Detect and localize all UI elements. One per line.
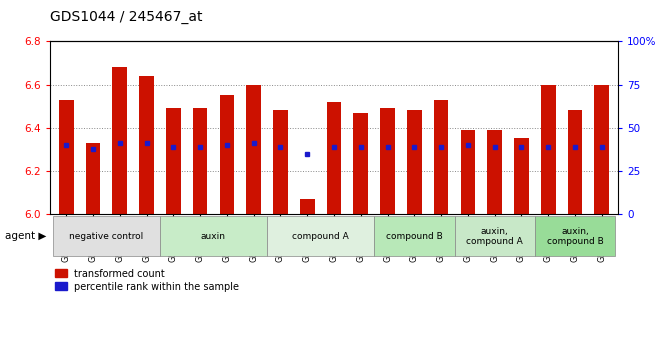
Bar — [488, 130, 502, 214]
Bar — [434, 100, 448, 214]
Bar — [160, 216, 267, 256]
Bar — [568, 110, 582, 214]
Bar — [220, 95, 234, 214]
Bar — [460, 130, 475, 214]
Bar — [300, 199, 315, 214]
Text: agent ▶: agent ▶ — [5, 231, 47, 241]
Text: GDS1044 / 245467_at: GDS1044 / 245467_at — [50, 10, 202, 24]
Bar — [53, 216, 160, 256]
Bar — [59, 100, 73, 214]
Text: auxin,
compound B: auxin, compound B — [546, 227, 603, 246]
Bar — [86, 143, 100, 214]
Bar — [139, 76, 154, 214]
Bar — [193, 108, 208, 214]
Bar — [535, 216, 615, 256]
Bar — [327, 102, 341, 214]
Bar — [454, 216, 535, 256]
Bar — [166, 108, 180, 214]
Bar — [595, 85, 609, 214]
Bar — [541, 85, 556, 214]
Text: negative control: negative control — [69, 232, 144, 241]
Bar — [267, 216, 374, 256]
Text: compound B: compound B — [386, 232, 443, 241]
Text: auxin: auxin — [201, 232, 226, 241]
Bar — [246, 85, 261, 214]
Bar — [380, 108, 395, 214]
Bar — [353, 112, 368, 214]
Legend: transformed count, percentile rank within the sample: transformed count, percentile rank withi… — [55, 269, 239, 292]
Bar — [407, 110, 422, 214]
Bar — [374, 216, 454, 256]
Bar — [112, 67, 127, 214]
Text: compound A: compound A — [292, 232, 349, 241]
Text: auxin,
compound A: auxin, compound A — [466, 227, 523, 246]
Bar — [273, 110, 288, 214]
Bar — [514, 138, 529, 214]
